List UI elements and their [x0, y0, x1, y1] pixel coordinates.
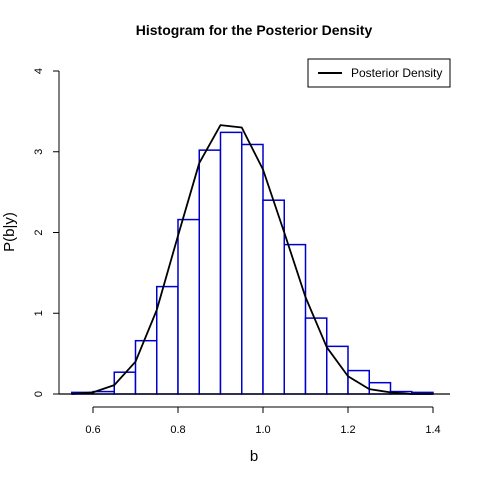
x-axis: 0.6 0.8 1.0 1.2 1.4	[85, 406, 441, 436]
x-tick-label-3: 1.2	[340, 424, 355, 436]
x-tick-label-1: 0.8	[170, 424, 185, 436]
chart-title: Histogram for the Posterior Density	[136, 22, 373, 38]
x-axis-label: b	[250, 448, 258, 465]
density-curve-layer	[71, 124, 433, 395]
x-tick-label-0: 0.6	[85, 424, 100, 436]
legend: Posterior Density	[307, 58, 451, 88]
y-tick-label-2: 2	[33, 229, 45, 235]
histogram-bar-3	[134, 339, 158, 395]
histogram-bar-9	[262, 199, 285, 395]
histogram-bar-4	[156, 285, 179, 395]
histogram-bar-12	[326, 345, 349, 395]
histogram-bar-11	[304, 317, 328, 395]
histogram-bar-8	[241, 143, 264, 395]
posterior-density-line	[71, 124, 433, 395]
y-tick-label-4: 4	[33, 68, 45, 74]
x-tick-label-2: 1.0	[255, 424, 270, 436]
histogram-bar-5	[177, 218, 200, 395]
y-tick-label-3: 3	[33, 149, 45, 155]
histogram-bar-6	[198, 149, 222, 395]
histogram-bar-2	[113, 371, 137, 395]
y-tick-label-1: 1	[33, 310, 45, 316]
y-axis: 0 1 2 3 4	[33, 68, 450, 397]
y-tick-label-0: 0	[33, 391, 45, 397]
histogram-bars	[71, 131, 434, 395]
histogram-bar-7	[219, 131, 243, 395]
y-axis-label: P(b|y)	[1, 212, 18, 252]
legend-label: Posterior Density	[351, 66, 442, 80]
x-tick-label-4: 1.4	[425, 424, 440, 436]
